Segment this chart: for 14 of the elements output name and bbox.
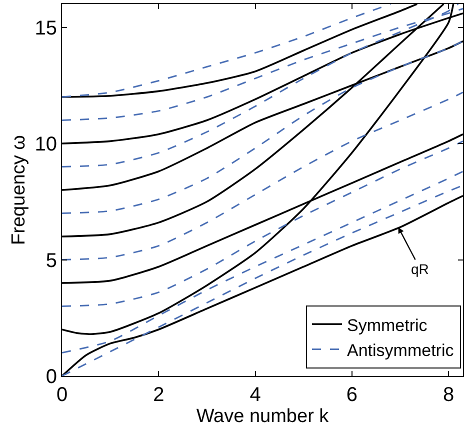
y-tick-label: 15	[34, 17, 57, 40]
x-tick-label: 6	[346, 384, 358, 406]
legend-label: Antisymmetric	[346, 340, 454, 360]
legend-label: Symmetric	[346, 316, 428, 335]
y-tick-label: 0	[46, 366, 57, 388]
x-axis-title: Wave number k	[196, 406, 330, 427]
x-tick-label: 8	[442, 384, 454, 406]
y-tick-label: 10	[34, 134, 57, 156]
line-series	[62, 4, 459, 168]
annotation: qR	[411, 261, 429, 277]
x-tick-label: 2	[153, 384, 164, 406]
y-axis-title: Frequency ω	[8, 134, 30, 245]
y-tick-label: 5	[46, 250, 57, 272]
x-tick-label: 4	[250, 384, 261, 406]
